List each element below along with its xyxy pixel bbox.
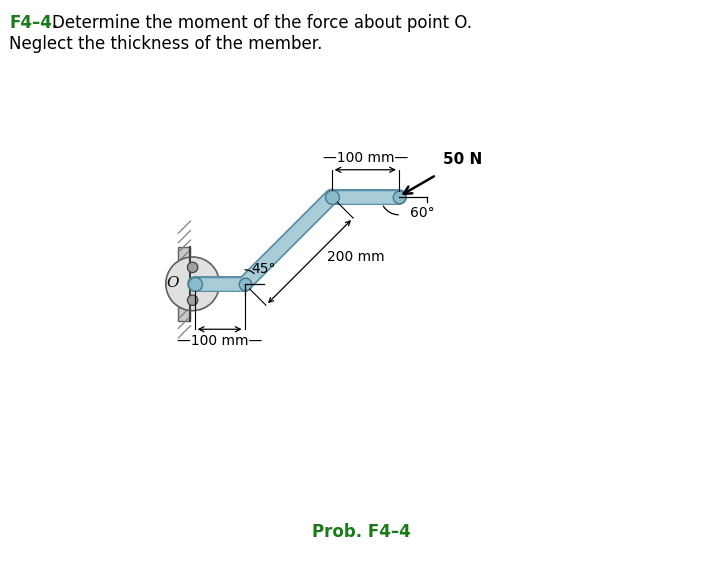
Text: 200 mm: 200 mm [327, 250, 385, 264]
Text: —100 mm—: —100 mm— [177, 334, 262, 348]
Text: Determine the moment of the force about point O.: Determine the moment of the force about … [52, 14, 472, 32]
Text: O: O [167, 275, 179, 289]
Circle shape [166, 257, 219, 311]
Text: Prob. F4–4: Prob. F4–4 [312, 523, 410, 541]
Text: F4–4.: F4–4. [9, 14, 58, 32]
Circle shape [188, 295, 198, 306]
Text: Neglect the thickness of the member.: Neglect the thickness of the member. [9, 35, 323, 53]
Text: 45°: 45° [251, 262, 276, 276]
Text: 60°: 60° [409, 206, 434, 220]
Text: —100 mm—: —100 mm— [323, 151, 408, 165]
Circle shape [188, 262, 198, 273]
Bar [178, 247, 191, 320]
Text: 50 N: 50 N [443, 152, 482, 167]
